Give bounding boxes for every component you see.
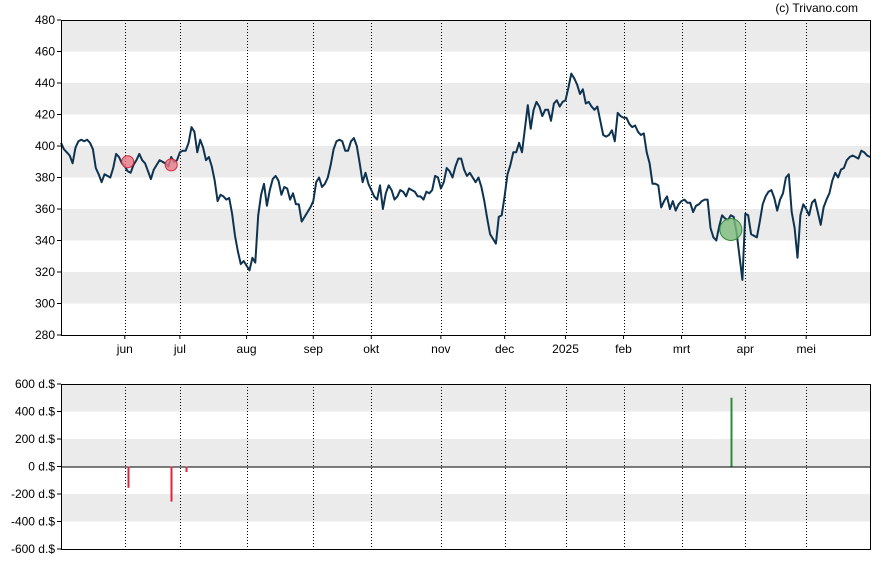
y-tick-label: 360 bbox=[35, 202, 55, 216]
x-tick-label: 2025 bbox=[552, 342, 579, 356]
price-band bbox=[61, 272, 870, 304]
y-tick-label: -200 d.$ bbox=[11, 487, 55, 501]
x-tick-label: aug bbox=[237, 342, 257, 356]
trade-chart-bands bbox=[61, 384, 870, 522]
y-tick-label: 0 d.$ bbox=[28, 460, 55, 474]
price-band bbox=[61, 83, 870, 115]
y-tick-label: 320 bbox=[35, 265, 55, 279]
x-tick-label: nov bbox=[431, 342, 450, 356]
x-tick-label: jun bbox=[116, 342, 133, 356]
y-tick-label: -400 d.$ bbox=[11, 515, 55, 529]
trade-markers bbox=[121, 155, 743, 241]
sell-marker bbox=[164, 158, 178, 172]
y-tick-label: 440 bbox=[35, 76, 55, 90]
price-x-axis: jun jul aug sep okt nov dec 2025 feb mrt apr mei bbox=[116, 335, 816, 356]
x-tick-label: jul bbox=[173, 342, 186, 356]
x-tick-label: okt bbox=[363, 342, 380, 356]
y-tick-label: 600 d.$ bbox=[15, 377, 55, 391]
trade-chart-month-gridlines bbox=[125, 384, 807, 549]
y-tick-label: 400 bbox=[35, 139, 55, 153]
trade-band bbox=[61, 384, 870, 412]
x-tick-label: mei bbox=[797, 342, 816, 356]
y-tick-label: -600 d.$ bbox=[11, 542, 55, 556]
trade-band bbox=[61, 439, 870, 467]
buy-marker bbox=[719, 217, 743, 241]
y-tick-label: 380 bbox=[35, 171, 55, 185]
x-tick-label: sep bbox=[304, 342, 324, 356]
trade-band bbox=[61, 494, 870, 522]
price-band bbox=[61, 20, 870, 52]
chart-frames bbox=[61, 20, 871, 550]
trade-chart-frame bbox=[61, 384, 871, 550]
y-tick-label: 300 bbox=[35, 297, 55, 311]
y-tick-label: 460 bbox=[35, 45, 55, 59]
x-tick-label: dec bbox=[495, 342, 514, 356]
y-tick-label: 480 bbox=[35, 13, 55, 27]
price-chart-frame bbox=[61, 20, 871, 336]
y-tick-label: 340 bbox=[35, 234, 55, 248]
x-tick-label: apr bbox=[737, 342, 754, 356]
sell-marker bbox=[121, 155, 135, 169]
trade-bars bbox=[127, 397, 733, 502]
y-tick-label: 400 d.$ bbox=[15, 405, 55, 419]
y-tick-label: 200 d.$ bbox=[15, 432, 55, 446]
y-tick-label: 280 bbox=[35, 328, 55, 342]
price-chart-bands bbox=[61, 20, 870, 304]
y-tick-label: 420 bbox=[35, 108, 55, 122]
trade-y-axis: 600 d.$ 400 d.$ 200 d.$ 0 d.$ -200 d.$ -400 d… bbox=[11, 377, 61, 556]
price-y-axis: 280 300 320 340 360 380 400 420 440 460 480 bbox=[35, 13, 61, 342]
x-tick-label: mrt bbox=[673, 342, 691, 356]
copyright-text: (c) Trivano.com bbox=[775, 1, 858, 15]
x-tick-label: feb bbox=[615, 342, 632, 356]
